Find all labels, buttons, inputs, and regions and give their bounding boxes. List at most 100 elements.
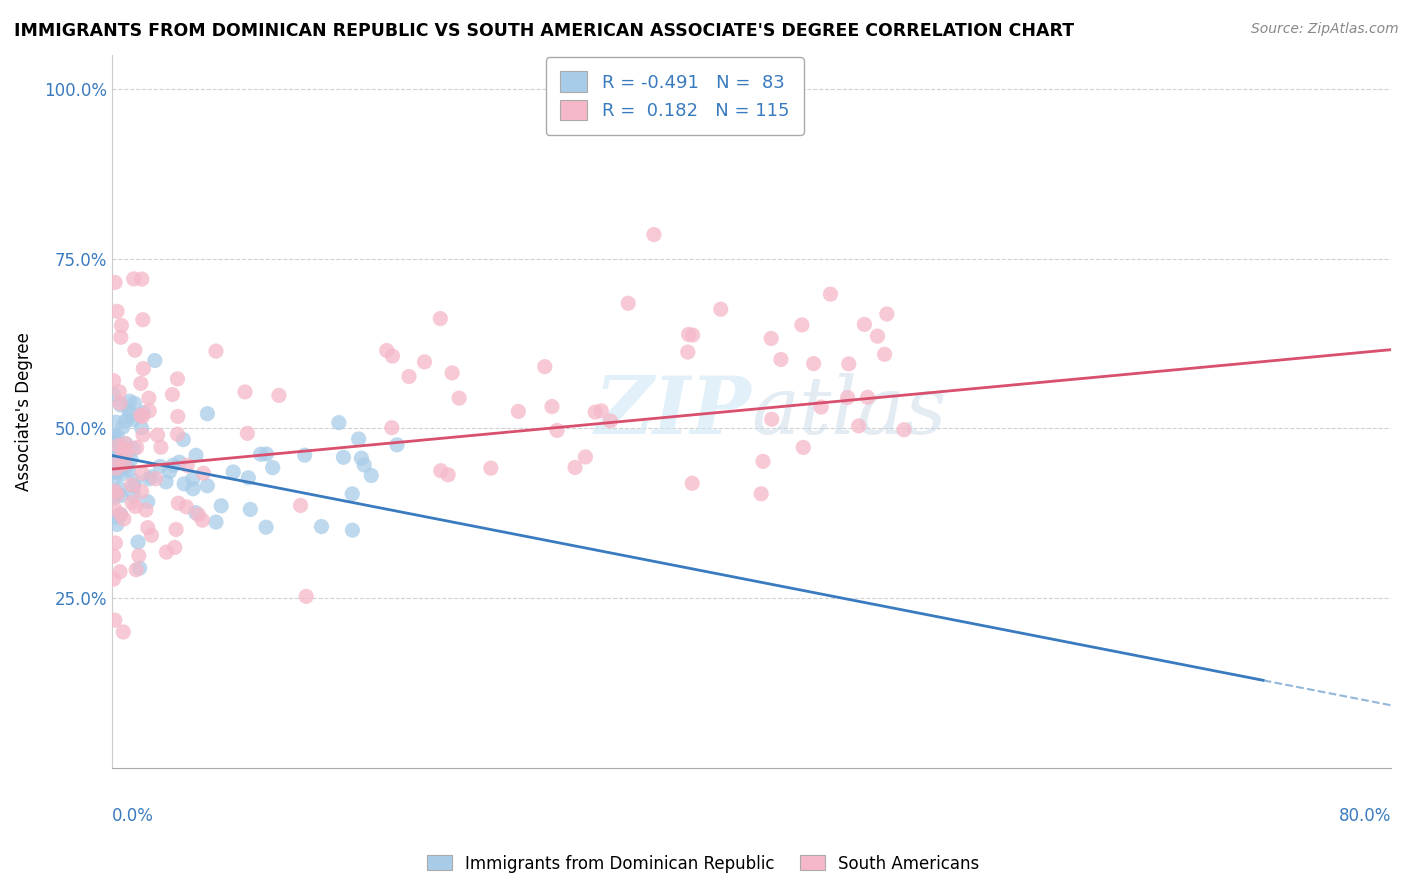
- Point: [678, 327, 700, 342]
- Point: [121, 478, 143, 492]
- Point: [381, 420, 404, 434]
- Point: [108, 396, 131, 410]
- Point: [209, 499, 232, 513]
- Point: [105, 415, 128, 429]
- Point: [381, 349, 404, 363]
- Point: [138, 404, 160, 418]
- Point: [105, 461, 128, 475]
- Point: [681, 476, 703, 491]
- Point: [233, 384, 256, 399]
- Point: [441, 366, 464, 380]
- Point: [122, 489, 145, 503]
- Point: [752, 454, 775, 468]
- Point: [385, 438, 408, 452]
- Point: [122, 272, 145, 286]
- Point: [172, 433, 194, 447]
- Point: [856, 390, 879, 404]
- Point: [165, 523, 187, 537]
- Point: [122, 479, 145, 493]
- Point: [131, 272, 153, 286]
- Point: [146, 428, 169, 442]
- Point: [127, 535, 149, 549]
- Point: [143, 353, 166, 368]
- Point: [132, 361, 155, 376]
- Point: [749, 487, 772, 501]
- Point: [112, 442, 135, 457]
- Point: [239, 502, 262, 516]
- Point: [120, 452, 142, 467]
- Point: [131, 484, 153, 499]
- Point: [181, 482, 204, 496]
- Point: [546, 424, 568, 438]
- Y-axis label: Associate's Degree: Associate's Degree: [15, 332, 32, 491]
- Point: [112, 458, 135, 472]
- Point: [110, 398, 132, 412]
- Point: [205, 344, 228, 359]
- Point: [166, 427, 188, 442]
- Point: [110, 482, 132, 496]
- Point: [759, 331, 782, 345]
- Point: [820, 287, 842, 301]
- Point: [347, 432, 370, 446]
- Point: [295, 590, 318, 604]
- Point: [249, 447, 271, 461]
- Point: [810, 400, 832, 414]
- Text: ZIP: ZIP: [595, 373, 751, 450]
- Point: [110, 488, 132, 502]
- Point: [124, 396, 146, 410]
- Point: [104, 510, 127, 524]
- Point: [564, 460, 586, 475]
- Point: [103, 429, 125, 443]
- Point: [541, 400, 564, 414]
- Point: [837, 391, 859, 405]
- Point: [108, 452, 131, 467]
- Legend: Immigrants from Dominican Republic, South Americans: Immigrants from Dominican Republic, Sout…: [420, 848, 986, 880]
- Point: [117, 463, 139, 477]
- Point: [103, 460, 125, 475]
- Point: [893, 423, 915, 437]
- Point: [107, 487, 129, 501]
- Point: [103, 501, 125, 516]
- Point: [163, 541, 186, 555]
- Point: [769, 352, 792, 367]
- Point: [184, 506, 207, 520]
- Point: [332, 450, 354, 465]
- Point: [599, 414, 621, 428]
- Point: [238, 471, 260, 485]
- Point: [125, 563, 148, 577]
- Point: [122, 442, 145, 456]
- Point: [114, 414, 136, 428]
- Point: [121, 495, 143, 509]
- Point: [103, 549, 125, 564]
- Point: [290, 499, 312, 513]
- Point: [110, 507, 132, 521]
- Point: [105, 442, 128, 456]
- Point: [159, 465, 181, 479]
- Point: [105, 451, 128, 466]
- Point: [110, 330, 132, 344]
- Point: [131, 467, 153, 481]
- Point: [105, 517, 128, 532]
- Point: [294, 448, 316, 462]
- Point: [838, 357, 860, 371]
- Point: [591, 404, 613, 418]
- Point: [191, 513, 214, 527]
- Point: [328, 416, 350, 430]
- Point: [790, 318, 813, 332]
- Point: [429, 311, 451, 326]
- Point: [141, 528, 163, 542]
- Point: [103, 461, 125, 475]
- Point: [131, 421, 153, 435]
- Point: [167, 496, 190, 510]
- Point: [254, 520, 277, 534]
- Point: [360, 468, 382, 483]
- Point: [437, 467, 460, 482]
- Point: [112, 512, 135, 526]
- Point: [108, 441, 131, 455]
- Point: [643, 227, 665, 242]
- Point: [710, 302, 733, 317]
- Text: Source: ZipAtlas.com: Source: ZipAtlas.com: [1251, 22, 1399, 37]
- Point: [115, 459, 138, 474]
- Point: [197, 407, 219, 421]
- Text: IMMIGRANTS FROM DOMINICAN REPUBLIC VS SOUTH AMERICAN ASSOCIATE'S DEGREE CORRELAT: IMMIGRANTS FROM DOMINICAN REPUBLIC VS SO…: [14, 22, 1074, 40]
